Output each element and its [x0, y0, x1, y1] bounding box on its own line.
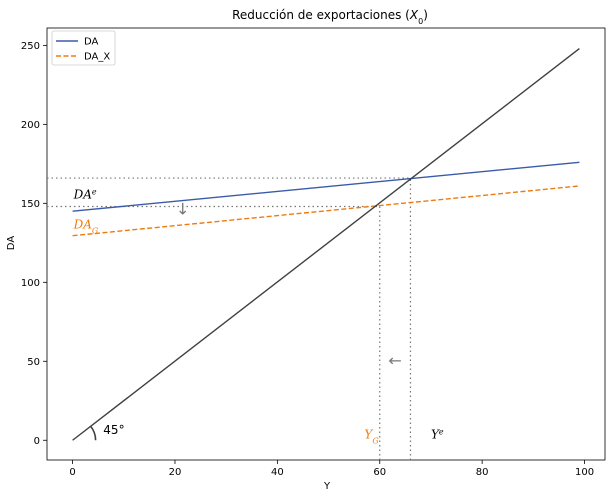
legend-label: DA	[84, 37, 99, 48]
x-tick-label: 60	[373, 467, 386, 478]
x-tick-label: 80	[476, 467, 489, 478]
x-axis-label: Y	[323, 481, 331, 492]
annotation-angle: 45°	[103, 423, 124, 437]
y-tick-label: 250	[21, 41, 40, 52]
annotation-y-g: YG	[364, 428, 379, 446]
annotation-da-e: DAe	[73, 187, 97, 202]
angle-arc	[89, 425, 97, 441]
legend: DA DA_X	[51, 30, 116, 66]
y-tick-label: 100	[21, 278, 40, 289]
y-tick-label: 0	[34, 436, 40, 447]
x-tick-label: 40	[271, 467, 284, 478]
plot-frame	[46, 27, 606, 461]
annotation-y-e: Ye	[431, 427, 444, 442]
y-tick-label: 50	[27, 357, 40, 368]
x-tick-label: 100	[575, 467, 594, 478]
chart-title: Reducción de exportaciones (X0)	[232, 8, 428, 26]
y-tick-label: 200	[21, 120, 40, 131]
y-axis-label: DA	[6, 236, 17, 251]
series-line-da	[72, 161, 580, 212]
series-line-45-degree	[72, 47, 580, 441]
annotation-da-g: DAG	[73, 218, 99, 236]
x-tick-label: 20	[169, 467, 182, 478]
series-line-da-x	[72, 185, 580, 237]
x-tick-label: 0	[69, 467, 75, 478]
y-tick-label: 150	[21, 199, 40, 210]
arrow-left-icon: ←	[388, 351, 401, 370]
legend-label: DA_X	[84, 52, 110, 63]
arrow-down-icon: ↓	[176, 199, 189, 218]
